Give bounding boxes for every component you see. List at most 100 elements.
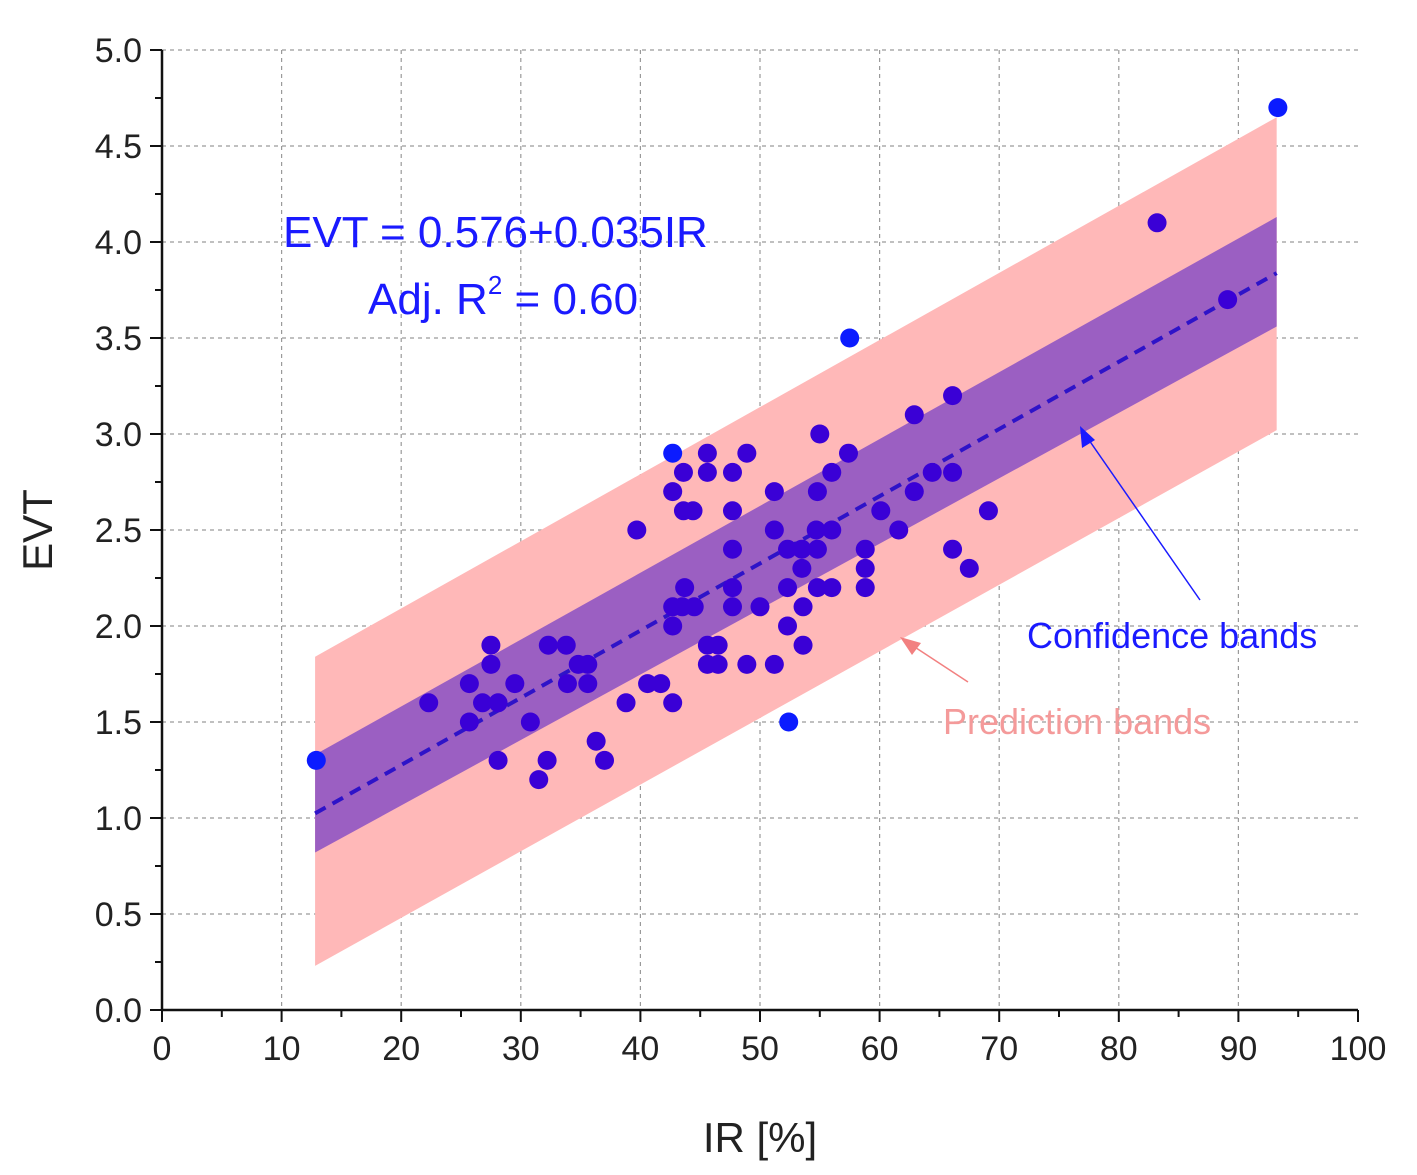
data-point xyxy=(1218,290,1238,310)
data-point xyxy=(792,558,812,578)
data-point xyxy=(943,539,963,559)
y-tick-label: 3.0 xyxy=(95,416,142,454)
data-point xyxy=(459,674,479,694)
x-tick-label: 80 xyxy=(1100,1030,1138,1068)
y-tick-label: 4.5 xyxy=(95,128,142,166)
outlier-point xyxy=(779,712,799,732)
y-tick-label: 2.0 xyxy=(95,608,142,646)
data-point xyxy=(807,539,827,559)
data-point xyxy=(520,712,540,732)
data-point xyxy=(638,674,658,694)
data-point xyxy=(481,654,501,674)
data-point xyxy=(943,386,963,406)
data-point xyxy=(943,462,963,482)
data-point xyxy=(806,520,826,540)
y-tick-label: 2.5 xyxy=(95,512,142,550)
data-point xyxy=(578,654,598,674)
data-point xyxy=(537,750,557,770)
outlier-point xyxy=(1268,98,1288,118)
data-point xyxy=(778,616,798,636)
prediction-bands-label: Prediction bands xyxy=(943,701,1211,742)
outlier-point xyxy=(306,750,326,770)
data-point xyxy=(651,674,671,694)
data-point xyxy=(822,520,842,540)
data-point xyxy=(922,462,942,482)
y-axis-title: EVT xyxy=(14,489,61,571)
x-tick-label: 30 xyxy=(502,1030,540,1068)
x-tick-label: 10 xyxy=(263,1030,301,1068)
confidence-arrow-line xyxy=(1081,429,1201,601)
data-point xyxy=(737,443,757,463)
data-point xyxy=(737,654,757,674)
data-point xyxy=(904,482,924,502)
data-point xyxy=(778,539,798,559)
data-point xyxy=(855,539,875,559)
y-tick-label: 0.0 xyxy=(95,992,142,1030)
data-point xyxy=(473,693,493,713)
y-tick-label: 1.0 xyxy=(95,800,142,838)
x-tick-label: 40 xyxy=(621,1030,659,1068)
data-point xyxy=(722,578,742,598)
data-point xyxy=(807,482,827,502)
equation-line-1: EVT = 0.576+0.035IR xyxy=(283,208,708,257)
data-point xyxy=(557,674,577,694)
data-point xyxy=(959,558,979,578)
data-point xyxy=(722,462,742,482)
x-tick-label: 60 xyxy=(861,1030,899,1068)
outlier-point xyxy=(840,328,860,348)
data-point xyxy=(792,539,812,559)
data-point xyxy=(855,558,875,578)
data-point xyxy=(764,520,784,540)
equation-r-label: Adj. R xyxy=(368,275,488,324)
data-point xyxy=(488,693,508,713)
data-point xyxy=(684,597,704,617)
data-point xyxy=(810,424,830,444)
data-point xyxy=(481,635,501,655)
data-point xyxy=(839,443,859,463)
data-point xyxy=(673,462,693,482)
data-point xyxy=(722,539,742,559)
data-point xyxy=(556,635,576,655)
data-point xyxy=(663,693,683,713)
data-point xyxy=(697,462,717,482)
y-tick-label: 0.5 xyxy=(95,896,142,934)
y-tick-label: 4.0 xyxy=(95,224,142,262)
x-tick-label: 90 xyxy=(1219,1030,1257,1068)
data-point xyxy=(793,597,813,617)
data-point xyxy=(505,674,525,694)
confidence-band xyxy=(315,217,1277,853)
data-point xyxy=(708,635,728,655)
data-point xyxy=(663,616,683,636)
confidence-bands-label: Confidence bands xyxy=(1027,615,1317,656)
data-point xyxy=(793,635,813,655)
y-tick-label: 1.5 xyxy=(95,704,142,742)
x-tick-label: 70 xyxy=(980,1030,1018,1068)
outlier-point xyxy=(663,443,683,463)
data-point xyxy=(586,731,606,751)
y-tick-label: 5.0 xyxy=(95,32,142,70)
x-tick-label: 100 xyxy=(1330,1030,1387,1068)
x-axis-title: IR [%] xyxy=(703,1114,817,1161)
data-point xyxy=(722,501,742,521)
data-point xyxy=(538,635,558,655)
data-point xyxy=(750,597,770,617)
data-points xyxy=(306,98,1288,790)
data-point xyxy=(578,674,598,694)
data-point xyxy=(722,597,742,617)
data-point xyxy=(764,482,784,502)
data-point xyxy=(978,501,998,521)
data-point xyxy=(616,693,636,713)
data-point xyxy=(529,770,549,790)
confidence-arrow-head xyxy=(1080,426,1095,448)
prediction-arrow-head xyxy=(900,637,921,655)
data-point xyxy=(459,712,479,732)
axes: 0 10 20 30 40 50 60 70 80 90 100 0.0 0.5 1.0 1.5 2.0 2.5… xyxy=(95,32,1387,1068)
data-point xyxy=(904,405,924,425)
data-point xyxy=(708,654,728,674)
data-point xyxy=(778,578,798,598)
data-point xyxy=(683,501,703,521)
x-tick-label: 50 xyxy=(741,1030,779,1068)
data-point xyxy=(764,654,784,674)
data-point xyxy=(595,750,615,770)
